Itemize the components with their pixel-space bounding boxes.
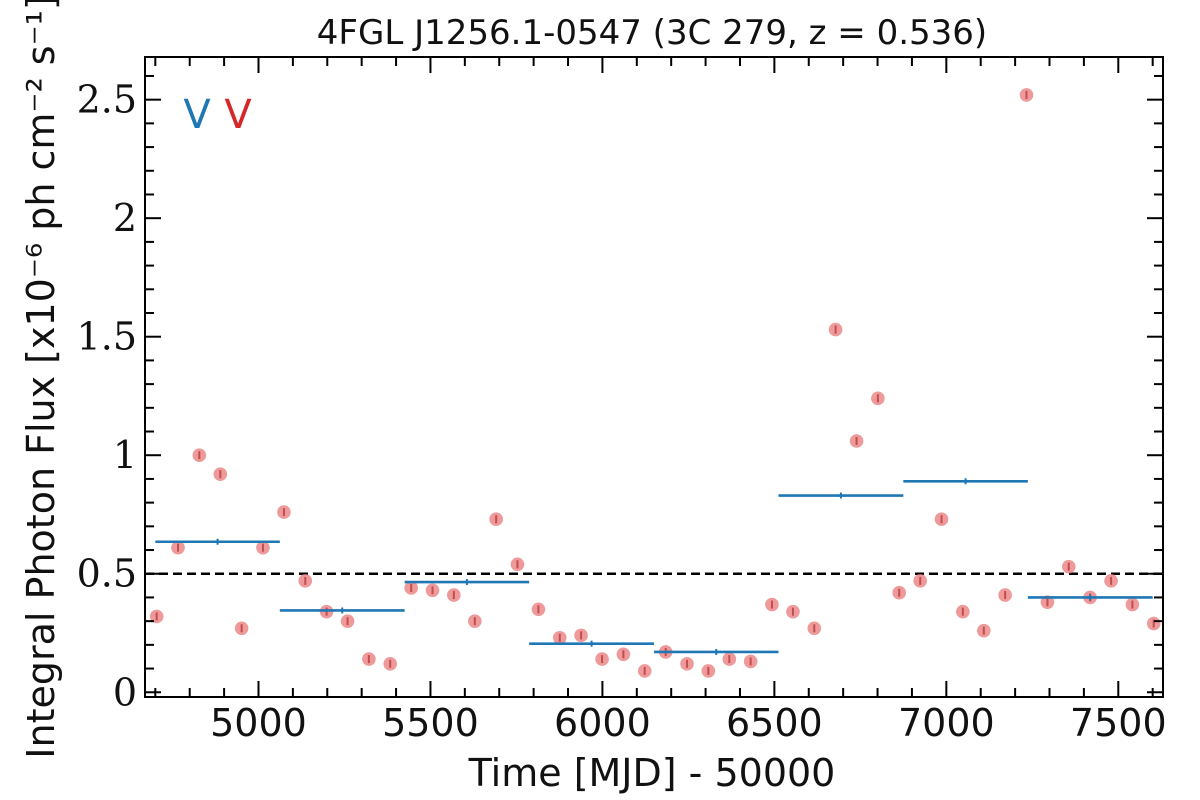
y-tick-label: 2.5 — [77, 78, 137, 122]
y-tick-label: 1.5 — [77, 315, 137, 359]
x-tick-label: 7500 — [1070, 701, 1167, 745]
x-tick-label: 5500 — [382, 701, 479, 745]
y-axis-label: Integral Photon Flux [x10⁻⁶ ph cm⁻² s⁻¹] — [19, 0, 63, 759]
x-axis-label: Time [MJD] - 50000 — [468, 751, 836, 795]
x-tick-label: 5000 — [210, 701, 307, 745]
y-tick-label: 1 — [113, 433, 137, 477]
x-tick-label: 6000 — [554, 701, 651, 745]
chart-title: 4FGL J1256.1-0547 (3C 279, z = 0.536) — [317, 13, 987, 53]
plot-frame — [144, 56, 1164, 698]
y-tick-label: 0.5 — [77, 552, 137, 596]
y-tick-label: 2 — [113, 196, 137, 240]
variability-marker: V — [224, 92, 252, 138]
x-tick-label: 7000 — [898, 701, 995, 745]
x-tick-label: 6500 — [726, 701, 823, 745]
y-tick-label: 0 — [113, 670, 137, 714]
plot-area: 5000 5500 6000 6500 7000 7500 0 0.5 1 1.5 2 2.5 — [77, 56, 1167, 745]
variability-marker: V — [183, 92, 211, 138]
